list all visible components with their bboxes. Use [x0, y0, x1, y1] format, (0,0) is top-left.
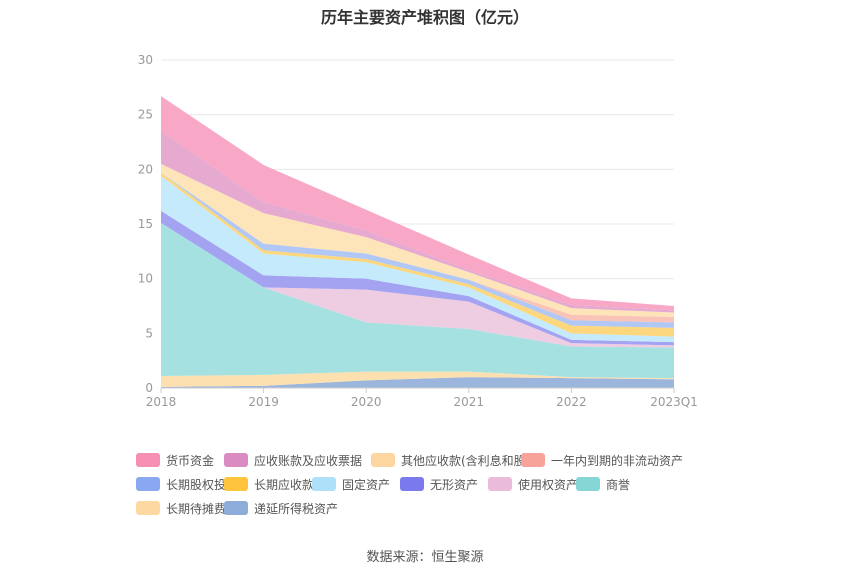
legend-item[interactable]: 固定资产: [312, 476, 400, 493]
x-tick-label: 2020: [351, 395, 382, 409]
legend-label: 一年内到期的非流动资产: [551, 453, 684, 468]
legend-label: 其他应收款(含利息和股利): [401, 453, 543, 468]
legend-swatch: [488, 477, 512, 491]
legend-label: 长期待摊费用: [166, 501, 239, 516]
chart-title: 历年主要资产堆积图（亿元）: [320, 8, 529, 27]
x-tick-label: 2019: [248, 395, 279, 409]
legend-item[interactable]: 长期待摊费用: [136, 500, 238, 517]
x-tick-label: 2021: [454, 395, 485, 409]
y-tick-label: 20: [138, 162, 153, 176]
area-series-7: [161, 172, 674, 328]
legend-label: 长期应收款: [254, 477, 315, 492]
x-tick-label: 2018: [146, 395, 177, 409]
legend-swatch: [576, 477, 600, 491]
legend-swatch: [521, 453, 545, 467]
area-series-2: [161, 222, 674, 379]
legend-row: 长期股权投资 长期应收款 固定资产 无形资产 使用权资产 商誉: [136, 472, 736, 496]
y-tick-label: 30: [138, 53, 153, 67]
legend-item[interactable]: 长期股权投资: [136, 476, 238, 493]
area-series-3: [161, 222, 674, 348]
legend-label: 长期股权投资: [166, 477, 239, 492]
area-series-5: [161, 175, 674, 343]
legend: 货币资金 应收账款及应收票据 其他应收款(含利息和股利) 一年内到期的非流动资产长期股…: [136, 448, 736, 520]
legend-item[interactable]: 应收账款及应收票据: [224, 452, 371, 469]
legend-row: 长期待摊费用 递延所得税资产: [136, 496, 736, 520]
legend-label: 无形资产: [430, 477, 479, 492]
legend-item[interactable]: 商誉: [576, 476, 646, 493]
legend-label: 固定资产: [342, 477, 391, 492]
legend-item[interactable]: 无形资产: [400, 476, 488, 493]
axis-layer: 0 5 10 15 20 25 30 2018 2019 2020 2021 2022 2023Q1: [138, 53, 698, 409]
y-tick-label: 10: [138, 272, 153, 286]
legend-swatch: [224, 453, 248, 467]
legend-swatch: [224, 501, 248, 515]
legend-label: 递延所得税资产: [254, 501, 339, 516]
legend-swatch: [400, 477, 424, 491]
area-layer: [161, 96, 674, 388]
legend-item[interactable]: 长期应收款: [224, 476, 315, 493]
legend-swatch: [371, 453, 395, 467]
legend-swatch: [136, 453, 160, 467]
y-tick-label: 0: [145, 381, 153, 395]
legend-item[interactable]: 使用权资产: [488, 476, 579, 493]
y-tick-label: 25: [138, 108, 153, 122]
legend-swatch: [224, 477, 248, 491]
area-series-9: [161, 163, 674, 317]
legend-item[interactable]: 其他应收款(含利息和股利): [371, 452, 542, 469]
area-series-1: [161, 371, 674, 387]
legend-row: 货币资金 应收账款及应收票据 其他应收款(含利息和股利) 一年内到期的非流动资产: [136, 448, 736, 472]
legend-item[interactable]: 货币资金: [136, 452, 224, 469]
area-series-0: [161, 377, 674, 388]
x-tick-label: 2023Q1: [650, 395, 698, 409]
data-source: 数据来源：恒生聚源: [366, 550, 484, 565]
area-series-4: [161, 210, 674, 346]
legend-swatch: [136, 501, 160, 515]
legend-label: 商誉: [606, 477, 631, 492]
y-tick-label: 15: [138, 217, 153, 231]
legend-label: 货币资金: [166, 453, 215, 468]
legend-label: 应收账款及应收票据: [254, 453, 363, 468]
x-tick-label: 2022: [556, 395, 587, 409]
legend-item[interactable]: 一年内到期的非流动资产: [521, 452, 701, 469]
legend-item[interactable]: 递延所得税资产: [224, 500, 374, 517]
legend-label: 使用权资产: [518, 477, 579, 492]
stacked-area-chart: 0 5 10 15 20 25 30 2018 2019 2020 2021 2022 2023Q1: [138, 53, 698, 409]
y-tick-label: 5: [145, 326, 153, 340]
legend-swatch: [136, 477, 160, 491]
legend-swatch: [312, 477, 336, 491]
